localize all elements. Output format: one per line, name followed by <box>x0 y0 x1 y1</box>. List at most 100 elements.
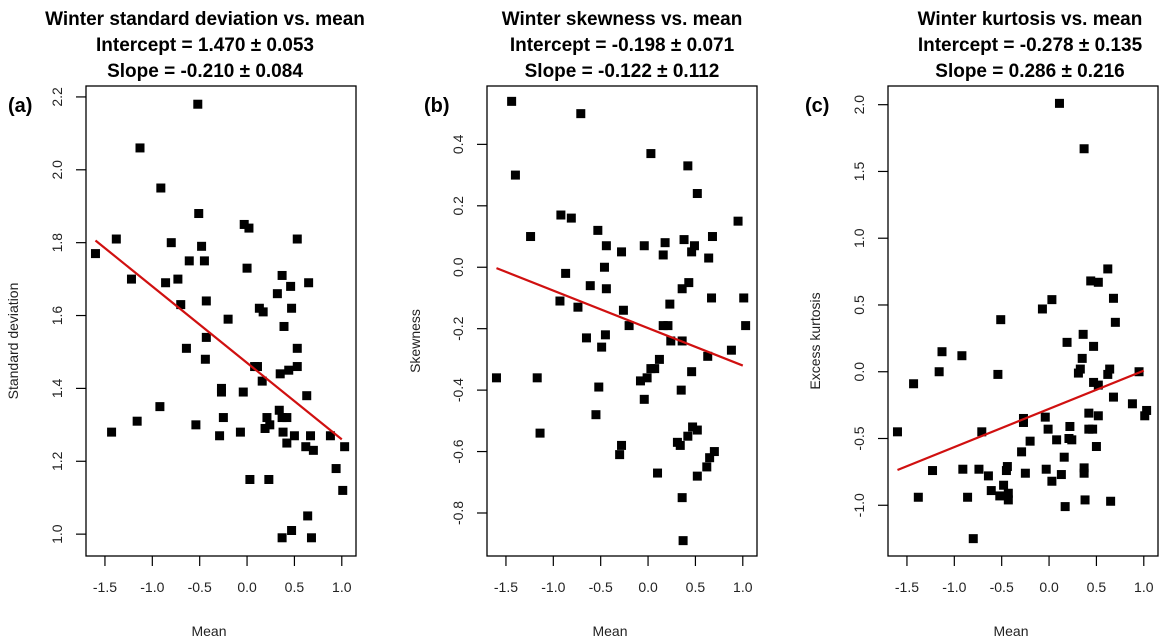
y-tick-label: -0.4 <box>450 378 466 402</box>
data-point <box>678 536 688 546</box>
x-tick-label: 0.5 <box>1087 579 1107 595</box>
data-point <box>995 491 1005 501</box>
data-point <box>1003 488 1013 498</box>
data-point <box>1086 276 1096 286</box>
data-point <box>968 534 978 544</box>
data-point <box>934 367 944 377</box>
data-point <box>683 431 693 441</box>
panel-label: (c) <box>805 95 829 117</box>
data-point <box>1089 341 1099 351</box>
data-point <box>338 485 348 495</box>
x-tick-label: -1.0 <box>140 579 164 595</box>
y-tick-label: -1.0 <box>851 493 867 517</box>
data-point <box>658 321 668 331</box>
x-axis-label: Mean <box>191 623 226 639</box>
data-point <box>692 189 702 199</box>
data-point <box>974 464 984 474</box>
data-point <box>1041 464 1051 474</box>
data-point <box>272 289 282 299</box>
data-point <box>707 293 717 303</box>
x-tick-label: -0.5 <box>589 579 613 595</box>
data-point <box>279 321 289 331</box>
data-point <box>306 431 316 441</box>
y-axis-label: Excess kurtosis <box>807 292 823 389</box>
y-tick-label: -0.6 <box>450 439 466 463</box>
data-point <box>1142 405 1152 415</box>
y-tick-label: 0.5 <box>851 295 867 315</box>
data-point <box>535 428 545 438</box>
data-point <box>913 492 923 502</box>
y-tick-label: 1.5 <box>851 162 867 182</box>
data-point <box>218 413 228 423</box>
data-point <box>1047 295 1057 305</box>
data-point <box>679 235 689 245</box>
data-point <box>642 373 652 383</box>
data-point <box>135 143 145 153</box>
data-point <box>705 453 715 463</box>
data-point <box>594 382 604 392</box>
plot-frame <box>887 85 1159 557</box>
data-point <box>260 423 270 433</box>
data-point <box>200 354 210 364</box>
panel-c: Winter kurtosis vs. mean Intercept = -0.2… <box>805 9 1159 639</box>
data-point <box>576 109 586 119</box>
data-point <box>1079 144 1089 154</box>
data-point <box>491 373 501 383</box>
data-point <box>1075 364 1085 374</box>
data-point <box>155 402 165 412</box>
data-point <box>692 471 702 481</box>
data-point <box>1054 98 1064 108</box>
y-tick-label: 1.4 <box>49 378 65 398</box>
data-point <box>1105 364 1115 374</box>
slope-label: Slope = 0.286 ± 0.216 <box>935 61 1124 82</box>
data-point <box>239 219 249 229</box>
y-tick-label: 2.0 <box>851 95 867 115</box>
x-tick-label: 1.0 <box>1134 579 1154 595</box>
data-point <box>676 385 686 395</box>
data-point <box>689 241 699 251</box>
data-point <box>687 367 697 377</box>
data-point <box>1088 424 1098 434</box>
data-point <box>615 450 625 460</box>
y-axis-label: Standard deviation <box>5 283 21 400</box>
data-point <box>510 170 520 180</box>
y-tick-label: -0.2 <box>450 316 466 340</box>
data-point <box>937 347 947 357</box>
intercept-label: Intercept = -0.198 ± 0.071 <box>510 35 735 56</box>
data-point <box>624 321 634 331</box>
data-point <box>999 480 1009 490</box>
data-point <box>892 427 902 437</box>
data-point <box>1003 495 1013 505</box>
data-point <box>1084 408 1094 418</box>
data-point <box>282 413 292 423</box>
x-tick-label: 0.0 <box>237 579 257 595</box>
data-point <box>666 336 676 346</box>
data-point <box>1079 463 1089 473</box>
data-point <box>593 225 603 235</box>
data-point <box>581 333 591 343</box>
data-point <box>1017 447 1027 457</box>
panel-b: Winter skewness vs. mean Intercept = -0.1… <box>407 9 758 639</box>
data-point <box>957 351 967 361</box>
panel-label: (a) <box>8 95 32 117</box>
data-point <box>683 161 693 171</box>
y-tick-label: 0.2 <box>450 196 466 216</box>
data-point <box>1103 369 1113 379</box>
data-point <box>928 466 938 476</box>
data-point <box>1077 353 1087 363</box>
data-point <box>90 249 100 259</box>
data-point <box>1091 442 1101 452</box>
data-point <box>289 431 299 441</box>
data-point <box>1140 411 1150 421</box>
data-point <box>1103 264 1113 274</box>
intercept-label: Intercept = -0.278 ± 0.135 <box>918 35 1143 56</box>
data-point <box>963 492 973 502</box>
data-point <box>658 250 668 260</box>
slope-label: Slope = -0.210 ± 0.084 <box>107 61 303 82</box>
data-point <box>1110 317 1120 327</box>
data-point <box>277 413 287 423</box>
data-point <box>1002 462 1012 472</box>
x-tick-label: -0.5 <box>188 579 212 595</box>
data-point <box>993 369 1003 379</box>
